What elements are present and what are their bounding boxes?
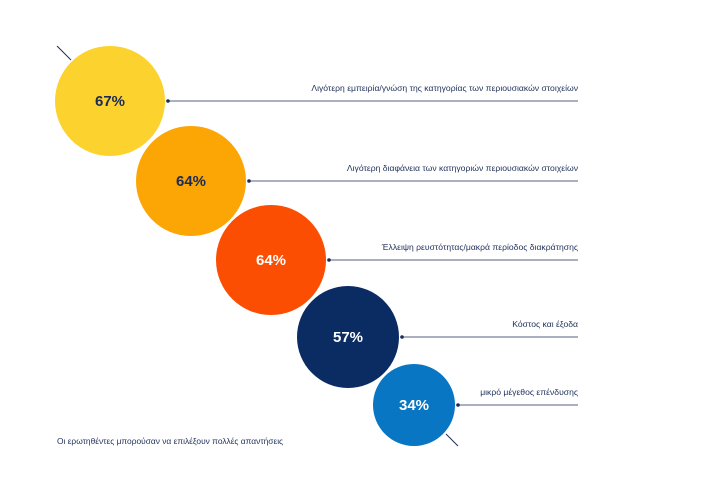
category-label: μικρό μέγεθος επένδυσης: [480, 387, 578, 397]
leader-dot: [247, 179, 251, 183]
bubble: [297, 286, 399, 388]
leader-dot: [327, 258, 331, 262]
bubble: [373, 364, 455, 446]
bubble: [216, 205, 326, 315]
bubble: [136, 126, 246, 236]
decorative-diagonal-top: [56, 45, 72, 61]
decorative-diagonal-bottom: [445, 433, 459, 447]
value-label: 57%: [333, 329, 363, 346]
value-label: 67%: [95, 93, 125, 110]
footnote: Οι ερωτηθέντες μπορούσαν να επιλέξουν πο…: [57, 436, 284, 446]
category-label: Λιγότερη εμπειρία/γνώση της κατηγορίας τ…: [311, 83, 578, 93]
category-label: Έλλειψη ρευστότητας/μακρά περίοδος διακρ…: [381, 242, 578, 252]
leader-dot: [166, 99, 170, 103]
value-label: 64%: [176, 173, 206, 190]
leader-dot: [400, 335, 404, 339]
value-label: 64%: [256, 252, 286, 269]
category-label: Κόστος και έξοδα: [512, 319, 578, 329]
leader-dot: [456, 403, 460, 407]
value-label: 34%: [399, 397, 429, 414]
bubble: [55, 46, 165, 156]
category-label: Λιγότερη διαφάνεια των κατηγοριών περιου…: [347, 163, 578, 173]
